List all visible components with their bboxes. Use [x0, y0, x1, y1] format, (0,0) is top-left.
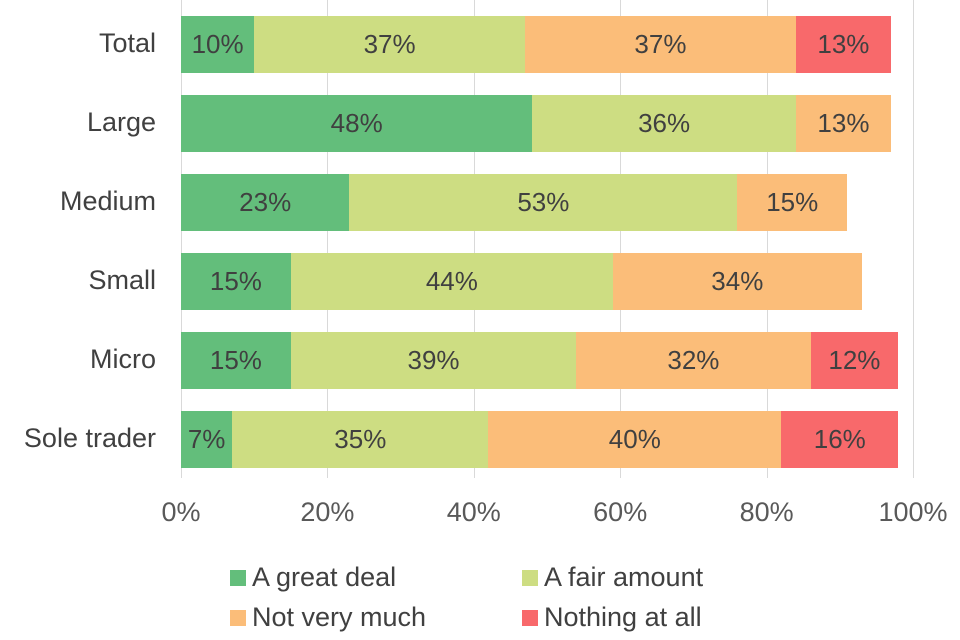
legend-label: A great deal: [252, 562, 397, 592]
category-label: Large: [86, 107, 156, 137]
gridline: [473, 0, 475, 478]
legend-swatch-icon: [230, 609, 246, 626]
bar-segment: 7%: [181, 411, 233, 468]
legend-swatch-icon: [522, 609, 538, 626]
bar-segment: 44%: [290, 253, 613, 310]
bar-segment: 13%: [795, 95, 892, 152]
bar-row: 15% 44% 34%: [181, 253, 862, 310]
gridline: [620, 0, 622, 478]
bar-segment: 16%: [781, 411, 899, 468]
bar-segment: 34%: [612, 253, 862, 310]
legend-item: Not very much: [230, 602, 426, 633]
legend-item: Nothing at all: [522, 602, 702, 633]
x-tick-label: 0%: [161, 497, 201, 527]
x-tick-label: 40%: [446, 497, 501, 527]
bar-row: 7% 35% 40% 16%: [181, 411, 899, 468]
bar-segment: 15%: [181, 253, 291, 310]
bar-segment: 39%: [290, 332, 577, 389]
category-label: Total: [98, 28, 156, 58]
bar-segment: 23%: [181, 174, 350, 231]
legend-label: A fair amount: [544, 562, 704, 592]
x-tick-label: 80%: [739, 497, 794, 527]
bar-row: 10% 37% 37% 13%: [181, 16, 891, 73]
bar-row: 23% 53% 15%: [181, 174, 848, 231]
bar-row: 15% 39% 32% 12%: [181, 332, 899, 389]
bar-segment: 35%: [232, 411, 489, 468]
category-label: Sole trader: [23, 423, 156, 453]
category-label: Medium: [59, 186, 156, 216]
bar-segment: 36%: [532, 95, 796, 152]
bar-segment: 32%: [576, 332, 811, 389]
gridline: [766, 0, 768, 478]
bar-segment: 37%: [254, 16, 526, 73]
gridline: [181, 0, 182, 478]
bar-segment: 48%: [181, 95, 533, 152]
x-tick-label: 60%: [593, 497, 648, 527]
category-label: Micro: [90, 344, 156, 374]
gridline: [913, 0, 914, 478]
legend-item: A fair amount: [522, 562, 703, 593]
bar-segment: 12%: [810, 332, 899, 389]
bar-segment: 15%: [181, 332, 291, 389]
bar-segment: 10%: [181, 16, 255, 73]
x-tick-label: 20%: [300, 497, 355, 527]
legend-label: Nothing at all: [544, 602, 702, 632]
legend-label: Not very much: [252, 602, 427, 632]
legend-swatch-icon: [230, 569, 246, 586]
bar-segment: 13%: [795, 16, 891, 73]
bar-segment: 40%: [488, 411, 782, 468]
x-tick-label: 100%: [878, 497, 948, 527]
bar-segment: 37%: [525, 16, 796, 73]
bar-segment: 15%: [737, 174, 848, 231]
legend-swatch-icon: [522, 569, 538, 586]
gridline: [327, 0, 329, 478]
bar-row: 48% 36% 13%: [181, 95, 892, 152]
legend-item: A great deal: [230, 562, 396, 593]
bar-segment: 53%: [349, 174, 738, 231]
category-label: Small: [88, 265, 156, 295]
